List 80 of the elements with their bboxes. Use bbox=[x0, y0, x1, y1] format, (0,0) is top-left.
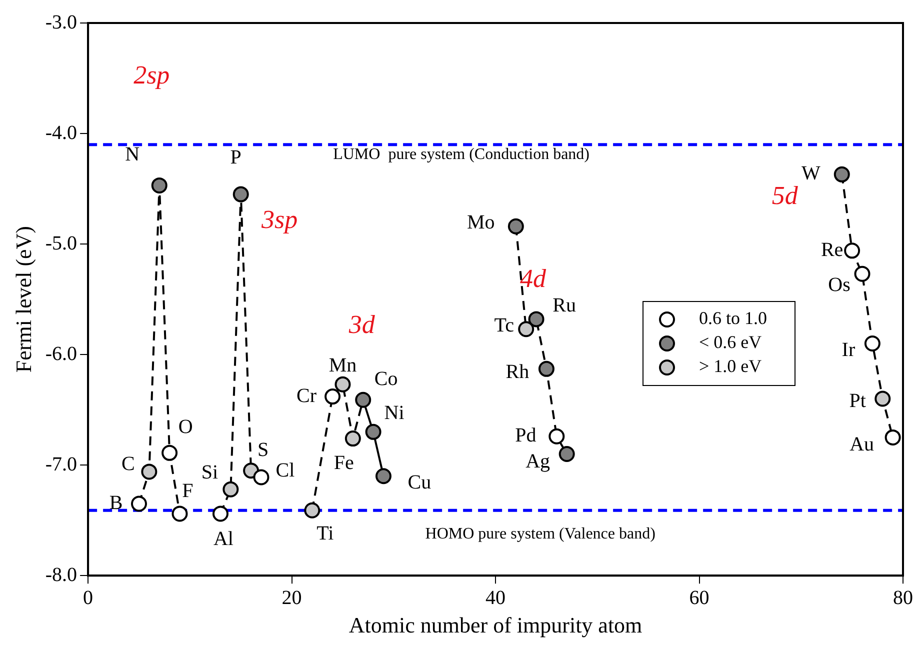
annotation: Pd bbox=[515, 424, 536, 447]
annotation: Rh bbox=[506, 361, 530, 384]
x-tick-label: 20 bbox=[282, 586, 302, 609]
annotation: Tc bbox=[494, 314, 514, 336]
y-tick-label: -5.0 bbox=[45, 232, 78, 254]
point bbox=[518, 321, 534, 338]
annotation: Co bbox=[374, 368, 398, 390]
point bbox=[528, 311, 544, 328]
ref-line-label: LUMO pure system (Conduction band) bbox=[333, 146, 590, 163]
annotation: W bbox=[801, 162, 820, 185]
annotation: Os bbox=[828, 274, 851, 296]
point bbox=[253, 469, 270, 486]
annotation: Mn bbox=[328, 354, 357, 377]
annotation: Ti bbox=[316, 522, 334, 545]
annotation: F bbox=[182, 480, 194, 502]
point bbox=[130, 496, 147, 512]
annotation: Fe bbox=[334, 452, 354, 474]
annotation: O bbox=[178, 416, 193, 438]
point bbox=[162, 444, 178, 461]
annotation: Ru bbox=[552, 294, 576, 316]
annotation: N bbox=[125, 144, 140, 166]
x-tick-label: 0 bbox=[83, 586, 94, 609]
point bbox=[344, 430, 361, 447]
annotation: 3sp bbox=[260, 205, 298, 234]
annotation: Si bbox=[201, 462, 218, 484]
point bbox=[834, 166, 850, 182]
point bbox=[508, 218, 524, 234]
point bbox=[854, 266, 870, 282]
x-tick-label: 80 bbox=[893, 586, 913, 609]
annotation: 5d bbox=[772, 180, 799, 210]
point bbox=[324, 388, 341, 405]
annotation: B bbox=[109, 492, 123, 514]
annotation: C bbox=[122, 452, 135, 475]
annotation: Cl bbox=[276, 459, 296, 482]
point bbox=[864, 336, 880, 352]
point bbox=[375, 468, 392, 484]
point bbox=[212, 506, 228, 522]
x-axis-title: Atomic number of impurity atom bbox=[348, 612, 642, 638]
y-tick-label: -8.0 bbox=[45, 564, 78, 586]
point bbox=[304, 502, 320, 518]
annotation: Ag bbox=[526, 450, 550, 472]
ref-line-label: HOMO pure system (Valence band) bbox=[425, 526, 656, 543]
annotation: P bbox=[230, 146, 242, 169]
y-tick-label: -3.0 bbox=[45, 11, 78, 34]
point bbox=[222, 481, 239, 498]
point bbox=[355, 392, 372, 408]
x-tick-label: 40 bbox=[486, 586, 506, 609]
annotation: S bbox=[257, 438, 269, 461]
point bbox=[232, 186, 249, 202]
point bbox=[334, 376, 351, 392]
y-axis-title: Fermi level (eV) bbox=[10, 226, 36, 373]
legend-label: 0.6 to 1.0 bbox=[699, 308, 768, 328]
annotation: Cr bbox=[296, 384, 317, 407]
legend-label: < 0.6 eV bbox=[699, 332, 762, 352]
point bbox=[538, 360, 554, 377]
point bbox=[844, 242, 860, 259]
y-tick-label: -4.0 bbox=[45, 122, 78, 144]
annotation: Cu bbox=[408, 471, 432, 494]
point bbox=[558, 446, 575, 462]
point bbox=[141, 464, 158, 480]
annotation: Pt bbox=[849, 390, 866, 412]
annotation: Ni bbox=[384, 402, 405, 424]
annotation: 2sp bbox=[134, 60, 170, 90]
point bbox=[151, 177, 168, 194]
point bbox=[365, 424, 382, 440]
legend-label: > 1.0 eV bbox=[699, 356, 762, 376]
point bbox=[172, 506, 188, 522]
y-tick-label: -7.0 bbox=[45, 453, 78, 476]
point bbox=[884, 429, 901, 446]
x-tick-label: 60 bbox=[689, 586, 710, 609]
point bbox=[548, 428, 565, 444]
annotation: Au bbox=[850, 434, 874, 456]
annotation: Mo bbox=[467, 212, 495, 234]
annotation: 4d bbox=[520, 264, 548, 293]
y-tick-label: -6.0 bbox=[45, 342, 78, 365]
annotation: Al bbox=[213, 528, 234, 550]
annotation: Ir bbox=[842, 338, 856, 361]
point bbox=[874, 390, 891, 407]
annotation: 3d bbox=[348, 310, 376, 340]
annotation: Re bbox=[820, 238, 844, 261]
